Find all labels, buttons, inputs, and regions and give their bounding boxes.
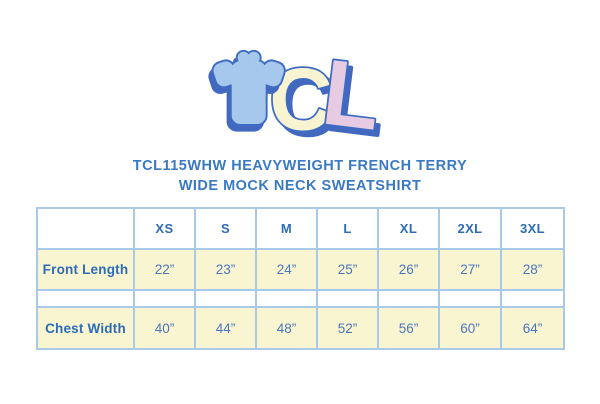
corner-cell: [36, 207, 135, 250]
measurement-cell: 28”: [500, 248, 565, 291]
measurement-cell: 22”: [133, 248, 196, 291]
measurement-cell: 24”: [255, 248, 318, 291]
tcl-logo-graphic: C C: [208, 38, 393, 157]
row-label-front-length: Front Length: [36, 248, 135, 291]
tshirt-icon: [208, 49, 286, 132]
size-header-3xl: 3XL: [500, 207, 565, 250]
size-header-m: M: [255, 207, 318, 250]
letter-l: L: [317, 40, 386, 150]
size-header-l: L: [316, 207, 379, 250]
product-title-line1: TCL115WHW HEAVYWEIGHT FRENCH TERRY: [132, 158, 468, 174]
measurement-cell: 52”: [316, 306, 379, 350]
spacer-row: [36, 289, 565, 308]
measurement-cell: 27”: [438, 248, 502, 291]
measurement-cell: 64”: [500, 306, 565, 350]
size-header-xl: XL: [377, 207, 440, 250]
measurement-cell: 44”: [194, 306, 257, 350]
size-header-xs: XS: [133, 207, 196, 250]
product-title: TCL115WHW HEAVYWEIGHT FRENCH TERRY WIDE …: [0, 157, 600, 196]
product-title-line2: WIDE MOCK NECK SWEATSHIRT: [178, 177, 422, 194]
size-header-s: S: [194, 207, 257, 250]
brand-logo: C C: [205, 38, 395, 157]
measurement-cell: 23”: [194, 248, 257, 291]
measurement-cell: 25”: [316, 248, 379, 291]
chest-width-row: Chest Width 40” 44” 48” 52” 56” 60” 64”: [36, 306, 565, 350]
front-length-row: Front Length 22” 23” 24” 25” 26” 27” 28”: [36, 248, 565, 291]
measurement-cell: 26”: [377, 248, 440, 291]
row-label-chest-width: Chest Width: [36, 306, 135, 350]
logo-letter-l: L L: [316, 38, 393, 157]
logo-letter-c: C C: [267, 48, 339, 156]
measurement-cell: 60”: [438, 306, 502, 350]
size-header-row: XS S M L XL 2XL 3XL: [36, 207, 565, 250]
measurement-cell: 56”: [377, 306, 440, 350]
size-header-2xl: 2XL: [438, 207, 502, 250]
size-chart-table: XS S M L XL 2XL 3XL Front Length 22” 23”…: [36, 207, 565, 350]
measurement-cell: 48”: [255, 306, 318, 350]
measurement-cell: 40”: [133, 306, 196, 350]
